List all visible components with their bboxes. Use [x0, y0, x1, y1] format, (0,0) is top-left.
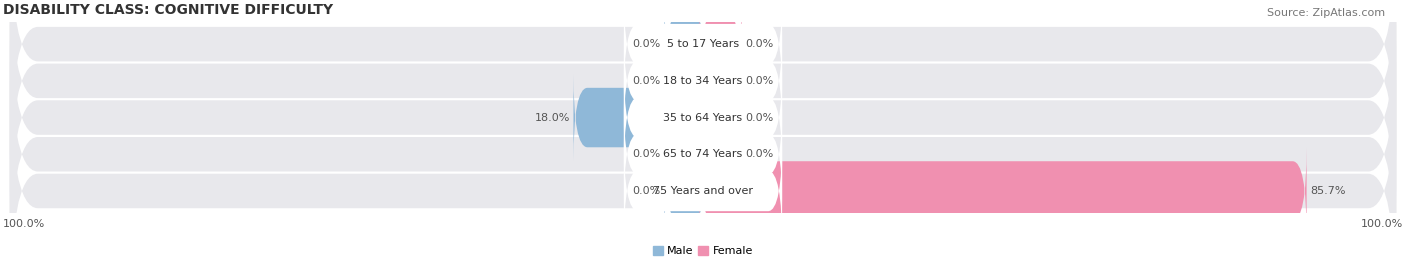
FancyBboxPatch shape	[624, 138, 782, 244]
Text: 0.0%: 0.0%	[633, 149, 661, 159]
Text: 75 Years and over: 75 Years and over	[652, 186, 754, 196]
FancyBboxPatch shape	[10, 25, 1396, 268]
Text: 0.0%: 0.0%	[745, 149, 773, 159]
FancyBboxPatch shape	[624, 0, 782, 97]
FancyBboxPatch shape	[624, 64, 782, 171]
FancyBboxPatch shape	[700, 147, 1306, 235]
Text: DISABILITY CLASS: COGNITIVE DIFFICULTY: DISABILITY CLASS: COGNITIVE DIFFICULTY	[3, 3, 333, 17]
Text: 0.0%: 0.0%	[633, 39, 661, 49]
FancyBboxPatch shape	[624, 101, 782, 207]
FancyBboxPatch shape	[665, 1, 706, 88]
Text: 85.7%: 85.7%	[1310, 186, 1346, 196]
FancyBboxPatch shape	[665, 111, 706, 198]
Text: 0.0%: 0.0%	[745, 76, 773, 86]
FancyBboxPatch shape	[574, 74, 706, 161]
Legend: Male, Female: Male, Female	[648, 241, 758, 261]
FancyBboxPatch shape	[700, 1, 741, 88]
FancyBboxPatch shape	[10, 0, 1396, 247]
Text: 100.0%: 100.0%	[1361, 218, 1403, 229]
Text: 5 to 17 Years: 5 to 17 Years	[666, 39, 740, 49]
FancyBboxPatch shape	[700, 111, 741, 198]
Text: 35 to 64 Years: 35 to 64 Years	[664, 113, 742, 122]
FancyBboxPatch shape	[10, 0, 1396, 210]
Text: 0.0%: 0.0%	[633, 76, 661, 86]
FancyBboxPatch shape	[665, 147, 706, 235]
FancyBboxPatch shape	[10, 0, 1396, 174]
FancyBboxPatch shape	[665, 37, 706, 125]
FancyBboxPatch shape	[700, 37, 741, 125]
FancyBboxPatch shape	[700, 74, 741, 161]
Text: 0.0%: 0.0%	[633, 186, 661, 196]
FancyBboxPatch shape	[624, 28, 782, 134]
Text: 100.0%: 100.0%	[3, 218, 45, 229]
Text: 18.0%: 18.0%	[534, 113, 569, 122]
Text: 0.0%: 0.0%	[745, 113, 773, 122]
Text: 65 to 74 Years: 65 to 74 Years	[664, 149, 742, 159]
Text: 0.0%: 0.0%	[745, 39, 773, 49]
FancyBboxPatch shape	[10, 61, 1396, 268]
Text: 18 to 34 Years: 18 to 34 Years	[664, 76, 742, 86]
Text: Source: ZipAtlas.com: Source: ZipAtlas.com	[1267, 8, 1385, 18]
